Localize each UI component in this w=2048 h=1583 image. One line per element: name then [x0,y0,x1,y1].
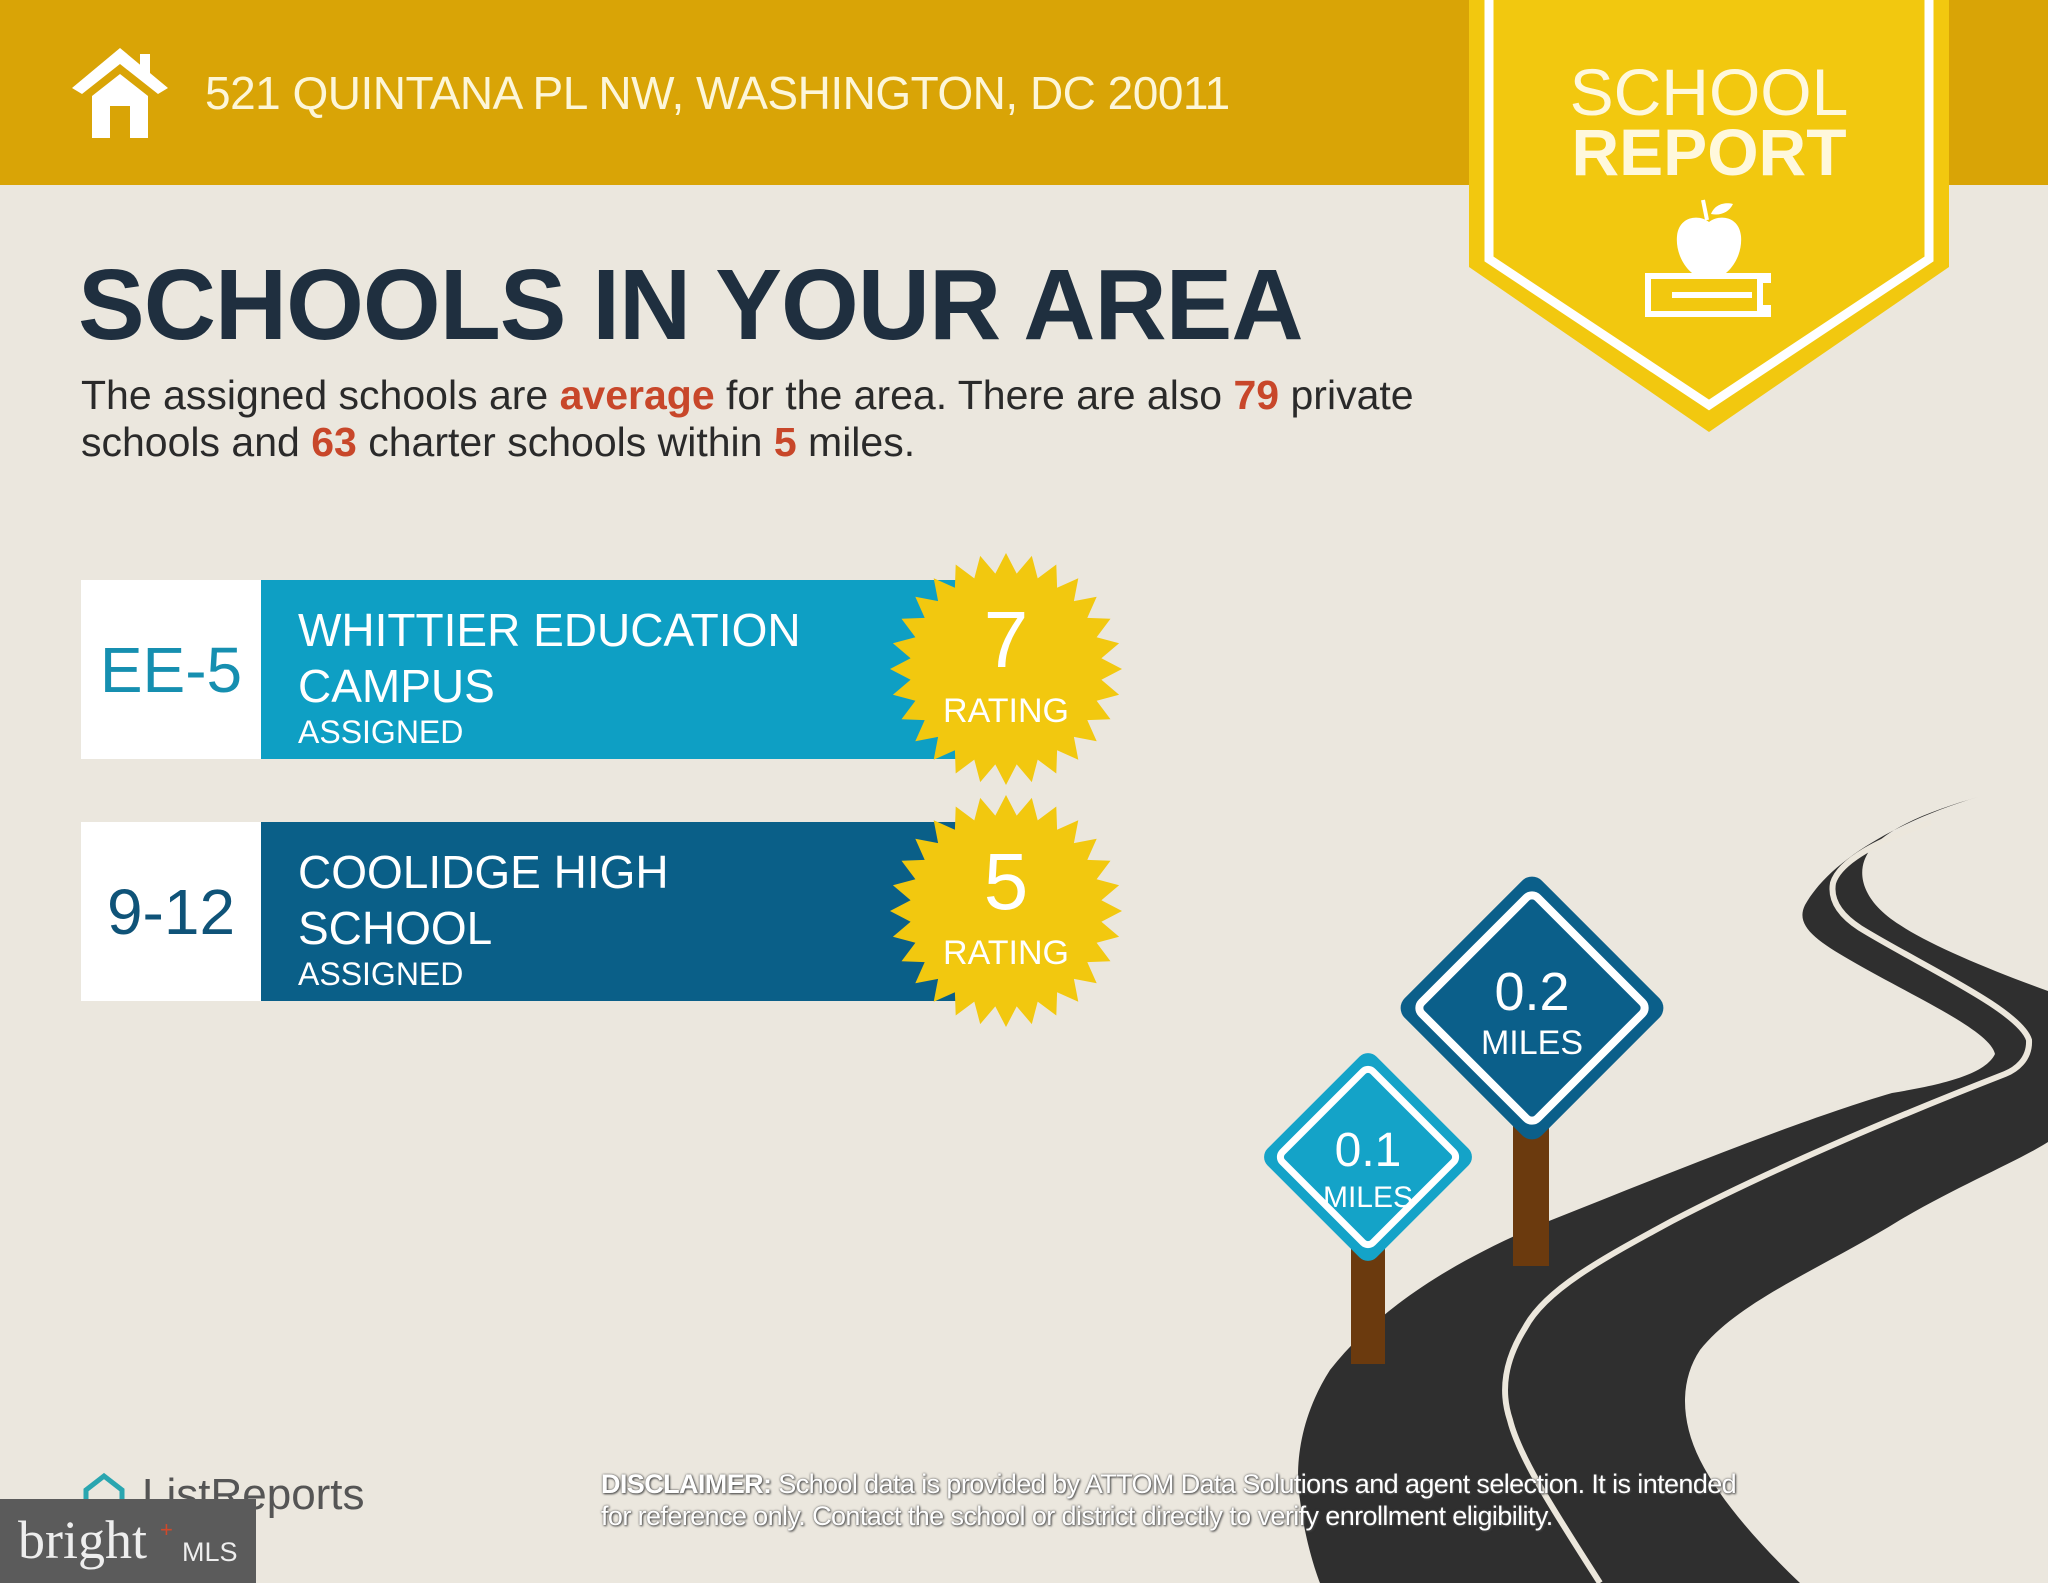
listreports-house-icon [83,1472,125,1512]
disclaimer-text: School data is provided by ATTOM Data So… [771,1469,1737,1499]
bright-logo-text: bright [18,1510,147,1570]
summary-part: for the area. There are also [714,372,1234,418]
school-name-line: CAMPUS [298,660,495,712]
rating-badge: 7 RATING [886,600,1126,731]
apple-on-book-icon [1645,199,1771,317]
bright-mls-logo: bright + MLS [0,1499,256,1583]
starburst-shape [890,795,1122,1027]
badge-line2: REPORT [1571,115,1847,189]
charter-count: 63 [311,419,357,465]
school-card[interactable]: WHITTIER EDUCATION CAMPUS ASSIGNED [261,580,961,759]
school-name-line: SCHOOL [298,902,493,954]
sign-distance-unit: MILES [1481,1024,1583,1062]
school-status: ASSIGNED [298,714,464,750]
sign-distance-value: 0.1 [1335,1124,1402,1177]
grade-range: 9-12 [81,822,261,1001]
sign-distance-value: 0.2 [1494,962,1569,1022]
summary-part: charter schools within [356,419,774,465]
distance-sign [1400,876,1664,1140]
badge-line1: SCHOOL [1569,55,1849,129]
private-count: 79 [1233,372,1280,418]
bright-logo-mark: + [160,1517,173,1542]
school-report-badge [1469,0,1949,432]
school-card[interactable]: COOLIDGE HIGH SCHOOL ASSIGNED [261,822,961,1001]
sign-distance-unit: MILES [1323,1181,1413,1214]
sign-post [1513,1120,1549,1266]
grade-range: EE-5 [81,580,261,759]
badge-title: SCHOOL REPORT [1469,55,1949,189]
disclaimer-label: DISCLAIMER: [601,1469,772,1499]
radius-value: 5 [773,419,797,465]
summary-part: miles. [796,419,916,465]
summary-part: private schools and [81,372,1414,465]
starburst-shape [890,553,1122,785]
rating-badge: 5 RATING [886,842,1126,973]
property-address: 521 QUINTANA PL NW, WASHINGTON, DC 20011 [205,67,1230,119]
school-name-line: WHITTIER EDUCATION [298,604,801,656]
distance-sign [1264,1053,1472,1261]
disclaimer: DISCLAIMER: School data is provided by A… [601,1468,1737,1532]
rating-label: RATING [943,934,1069,972]
house-icon [72,48,168,138]
summary-part: The assigned schools are [81,372,560,418]
road [1298,797,2048,1583]
quality-highlight: average [559,372,715,418]
page-title: SCHOOLS IN YOUR AREA [78,249,1304,361]
rating-label: RATING [943,692,1069,730]
rating-value: 7 [983,595,1029,684]
summary-text: The assigned schools are average for the… [81,372,1501,466]
road-center-line [1502,819,2032,1583]
school-status: ASSIGNED [298,956,464,992]
rating-starburst [890,553,1122,785]
bright-mls-text: MLS [182,1537,238,1567]
school-name-line: COOLIDGE HIGH [298,846,669,898]
rating-value: 5 [983,837,1029,926]
disclaimer-text: for reference only. Contact the school o… [601,1501,1553,1531]
rating-starburst [890,795,1122,1027]
